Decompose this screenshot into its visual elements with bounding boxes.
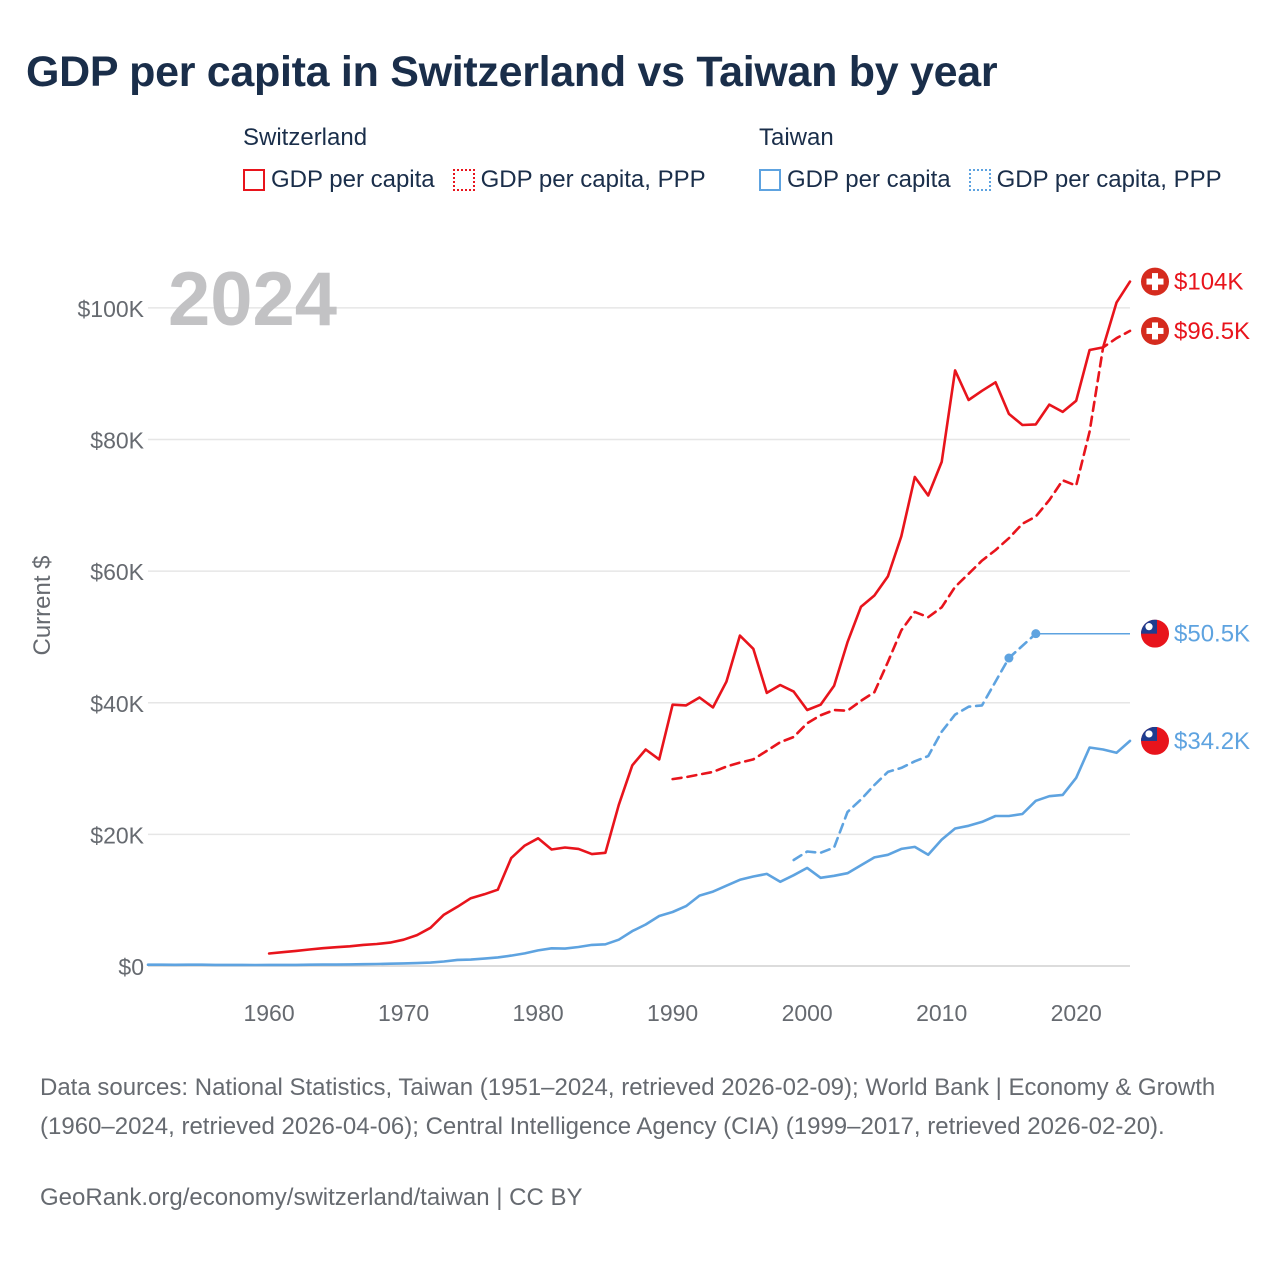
- end-value-label: $34.2K: [1174, 728, 1250, 755]
- flag-cross-horizontal: [1146, 278, 1164, 285]
- series-line-taiwan-gdp-per-capita: [146, 739, 1132, 967]
- y-tick-label: $60K: [90, 559, 144, 585]
- legend-switzerland-ppp[interactable]: GDP per capita, PPP: [452, 166, 706, 194]
- legend-switzerland: Switzerland GDP per capita GDP per capit…: [243, 124, 706, 194]
- x-tick-label: 1960: [243, 1000, 294, 1026]
- flag-cross-horizontal: [1146, 327, 1164, 334]
- legend-swatch-solid: [759, 169, 781, 191]
- x-tick-label: 1990: [647, 1000, 698, 1026]
- data-point-marker: [1031, 629, 1041, 639]
- flag-field: [1141, 619, 1169, 648]
- year-watermark: 2024: [168, 257, 337, 342]
- x-tick-label: 1970: [378, 1000, 429, 1026]
- legend-switzerland-gdp[interactable]: GDP per capita: [243, 166, 435, 194]
- legend-label: GDP per capita, PPP: [480, 166, 706, 193]
- legend-taiwan-title: Taiwan: [759, 124, 834, 151]
- legend-swatch-dotted: [968, 169, 991, 191]
- y-tick-label: $20K: [90, 822, 144, 848]
- x-tick-label: 2000: [782, 1000, 833, 1026]
- data-sources: Data sources: National Statistics, Taiwa…: [40, 1074, 1216, 1140]
- switzerland-flag: [1141, 267, 1169, 296]
- y-tick-label: $0: [118, 954, 144, 980]
- flag-white-sun: [1145, 623, 1153, 631]
- legend-label: GDP per capita, PPP: [996, 166, 1222, 193]
- credit-link[interactable]: GeoRank.org/economy/switzerland/taiwan |…: [40, 1184, 583, 1211]
- legend-taiwan: Taiwan GDP per capita GDP per capita, PP…: [759, 124, 1222, 194]
- legend-swatch-solid: [243, 169, 265, 191]
- legend-label: GDP per capita: [271, 166, 435, 193]
- x-tick-label: 2020: [1051, 1000, 1102, 1026]
- legend-swatch-dotted: [452, 169, 475, 191]
- chart-title: GDP per capita in Switzerland vs Taiwan …: [26, 48, 998, 96]
- x-tick-label: 1980: [513, 1000, 564, 1026]
- y-tick-label: $100K: [77, 296, 144, 322]
- y-tick-label: $40K: [90, 691, 144, 717]
- flag-white-sun: [1145, 730, 1153, 738]
- legend-switzerland-title: Switzerland: [243, 124, 368, 151]
- end-value-label: $104K: [1174, 269, 1243, 296]
- data-point-marker: [1004, 653, 1014, 663]
- taiwan-flag: [1141, 619, 1169, 648]
- end-value-label: $50.5K: [1174, 621, 1250, 648]
- line-chart: 2024 $0 $20K $40K $60K $80K $100K 1960 1970 1980…: [29, 257, 1250, 1026]
- series-line-taiwan-gdp-per-capita-ppp: [792, 632, 1038, 862]
- x-tick-label: 2010: [916, 1000, 967, 1026]
- flag-field: [1141, 726, 1169, 755]
- y-tick-label: $80K: [90, 428, 144, 454]
- legend-label: GDP per capita: [787, 166, 951, 193]
- y-axis-label: Current $: [29, 555, 56, 655]
- series-line-switzerland-gdp-per-capita: [267, 280, 1132, 955]
- end-value-label: $96.5K: [1174, 318, 1250, 345]
- legend-taiwan-ppp[interactable]: GDP per capita, PPP: [968, 166, 1222, 194]
- series-line-switzerland-gdp-per-capita-ppp: [671, 329, 1132, 781]
- switzerland-flag: [1141, 316, 1169, 345]
- legend-taiwan-gdp[interactable]: GDP per capita: [759, 166, 951, 194]
- taiwan-flag: [1141, 726, 1169, 755]
